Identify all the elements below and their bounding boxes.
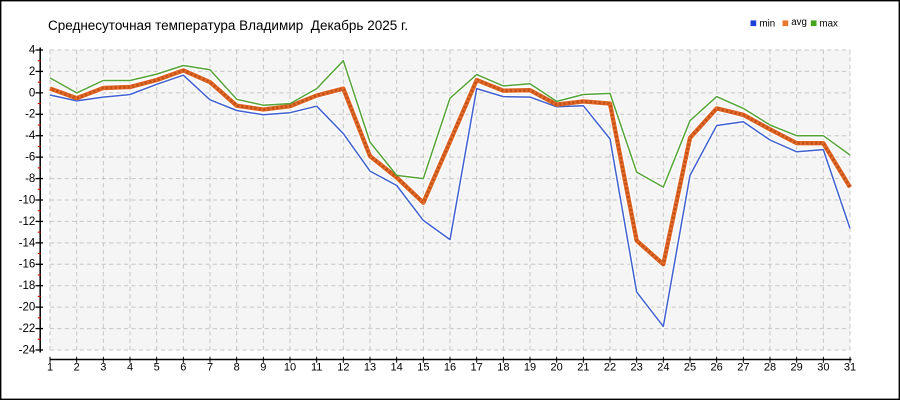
svg-text:22: 22 bbox=[604, 361, 616, 373]
svg-text:19: 19 bbox=[524, 361, 536, 373]
svg-text:-20: -20 bbox=[19, 302, 36, 314]
svg-text:18: 18 bbox=[497, 361, 509, 373]
svg-text:30: 30 bbox=[817, 361, 829, 373]
svg-text:11: 11 bbox=[311, 361, 322, 373]
svg-text:9: 9 bbox=[260, 361, 266, 373]
svg-text:2: 2 bbox=[74, 361, 80, 373]
svg-text:max: max bbox=[820, 19, 838, 30]
svg-text:25: 25 bbox=[684, 361, 696, 373]
svg-text:31: 31 bbox=[844, 361, 856, 373]
svg-text:-18: -18 bbox=[19, 280, 36, 292]
svg-text:7: 7 bbox=[207, 361, 213, 373]
svg-text:23: 23 bbox=[631, 361, 643, 373]
svg-text:Среднесуточная температура Вла: Среднесуточная температура Владимир Дека… bbox=[48, 18, 408, 33]
svg-text:15: 15 bbox=[417, 361, 429, 373]
svg-text:14: 14 bbox=[391, 361, 403, 373]
svg-text:20: 20 bbox=[551, 361, 563, 373]
svg-text:8: 8 bbox=[234, 361, 240, 373]
svg-text:-12: -12 bbox=[19, 216, 36, 228]
svg-text:27: 27 bbox=[737, 361, 749, 373]
svg-text:-14: -14 bbox=[19, 237, 36, 249]
svg-text:-10: -10 bbox=[19, 194, 36, 206]
svg-text:5: 5 bbox=[154, 361, 160, 373]
svg-text:28: 28 bbox=[764, 361, 776, 373]
svg-text:29: 29 bbox=[791, 361, 803, 373]
svg-text:1: 1 bbox=[47, 361, 53, 373]
svg-text:-2: -2 bbox=[25, 109, 35, 121]
svg-text:10: 10 bbox=[284, 361, 296, 373]
svg-text:3: 3 bbox=[100, 361, 106, 373]
svg-text:12: 12 bbox=[337, 361, 349, 373]
svg-text:17: 17 bbox=[471, 361, 483, 373]
svg-text:4: 4 bbox=[29, 44, 36, 56]
svg-text:24: 24 bbox=[657, 361, 669, 373]
svg-text:avg: avg bbox=[791, 17, 807, 28]
svg-text:4: 4 bbox=[127, 361, 133, 373]
svg-text:2: 2 bbox=[29, 66, 35, 78]
svg-text:-8: -8 bbox=[25, 173, 35, 185]
svg-text:-24: -24 bbox=[19, 344, 36, 356]
svg-text:-22: -22 bbox=[19, 323, 36, 335]
svg-text:21: 21 bbox=[577, 361, 589, 373]
svg-text:min: min bbox=[760, 19, 776, 30]
svg-text:6: 6 bbox=[180, 361, 186, 373]
svg-text:-16: -16 bbox=[19, 259, 36, 271]
svg-text:0: 0 bbox=[29, 87, 35, 99]
svg-text:26: 26 bbox=[711, 361, 723, 373]
svg-text:16: 16 bbox=[444, 361, 456, 373]
svg-text:-6: -6 bbox=[25, 152, 35, 164]
svg-text:13: 13 bbox=[364, 361, 376, 373]
svg-text:-4: -4 bbox=[25, 130, 36, 142]
